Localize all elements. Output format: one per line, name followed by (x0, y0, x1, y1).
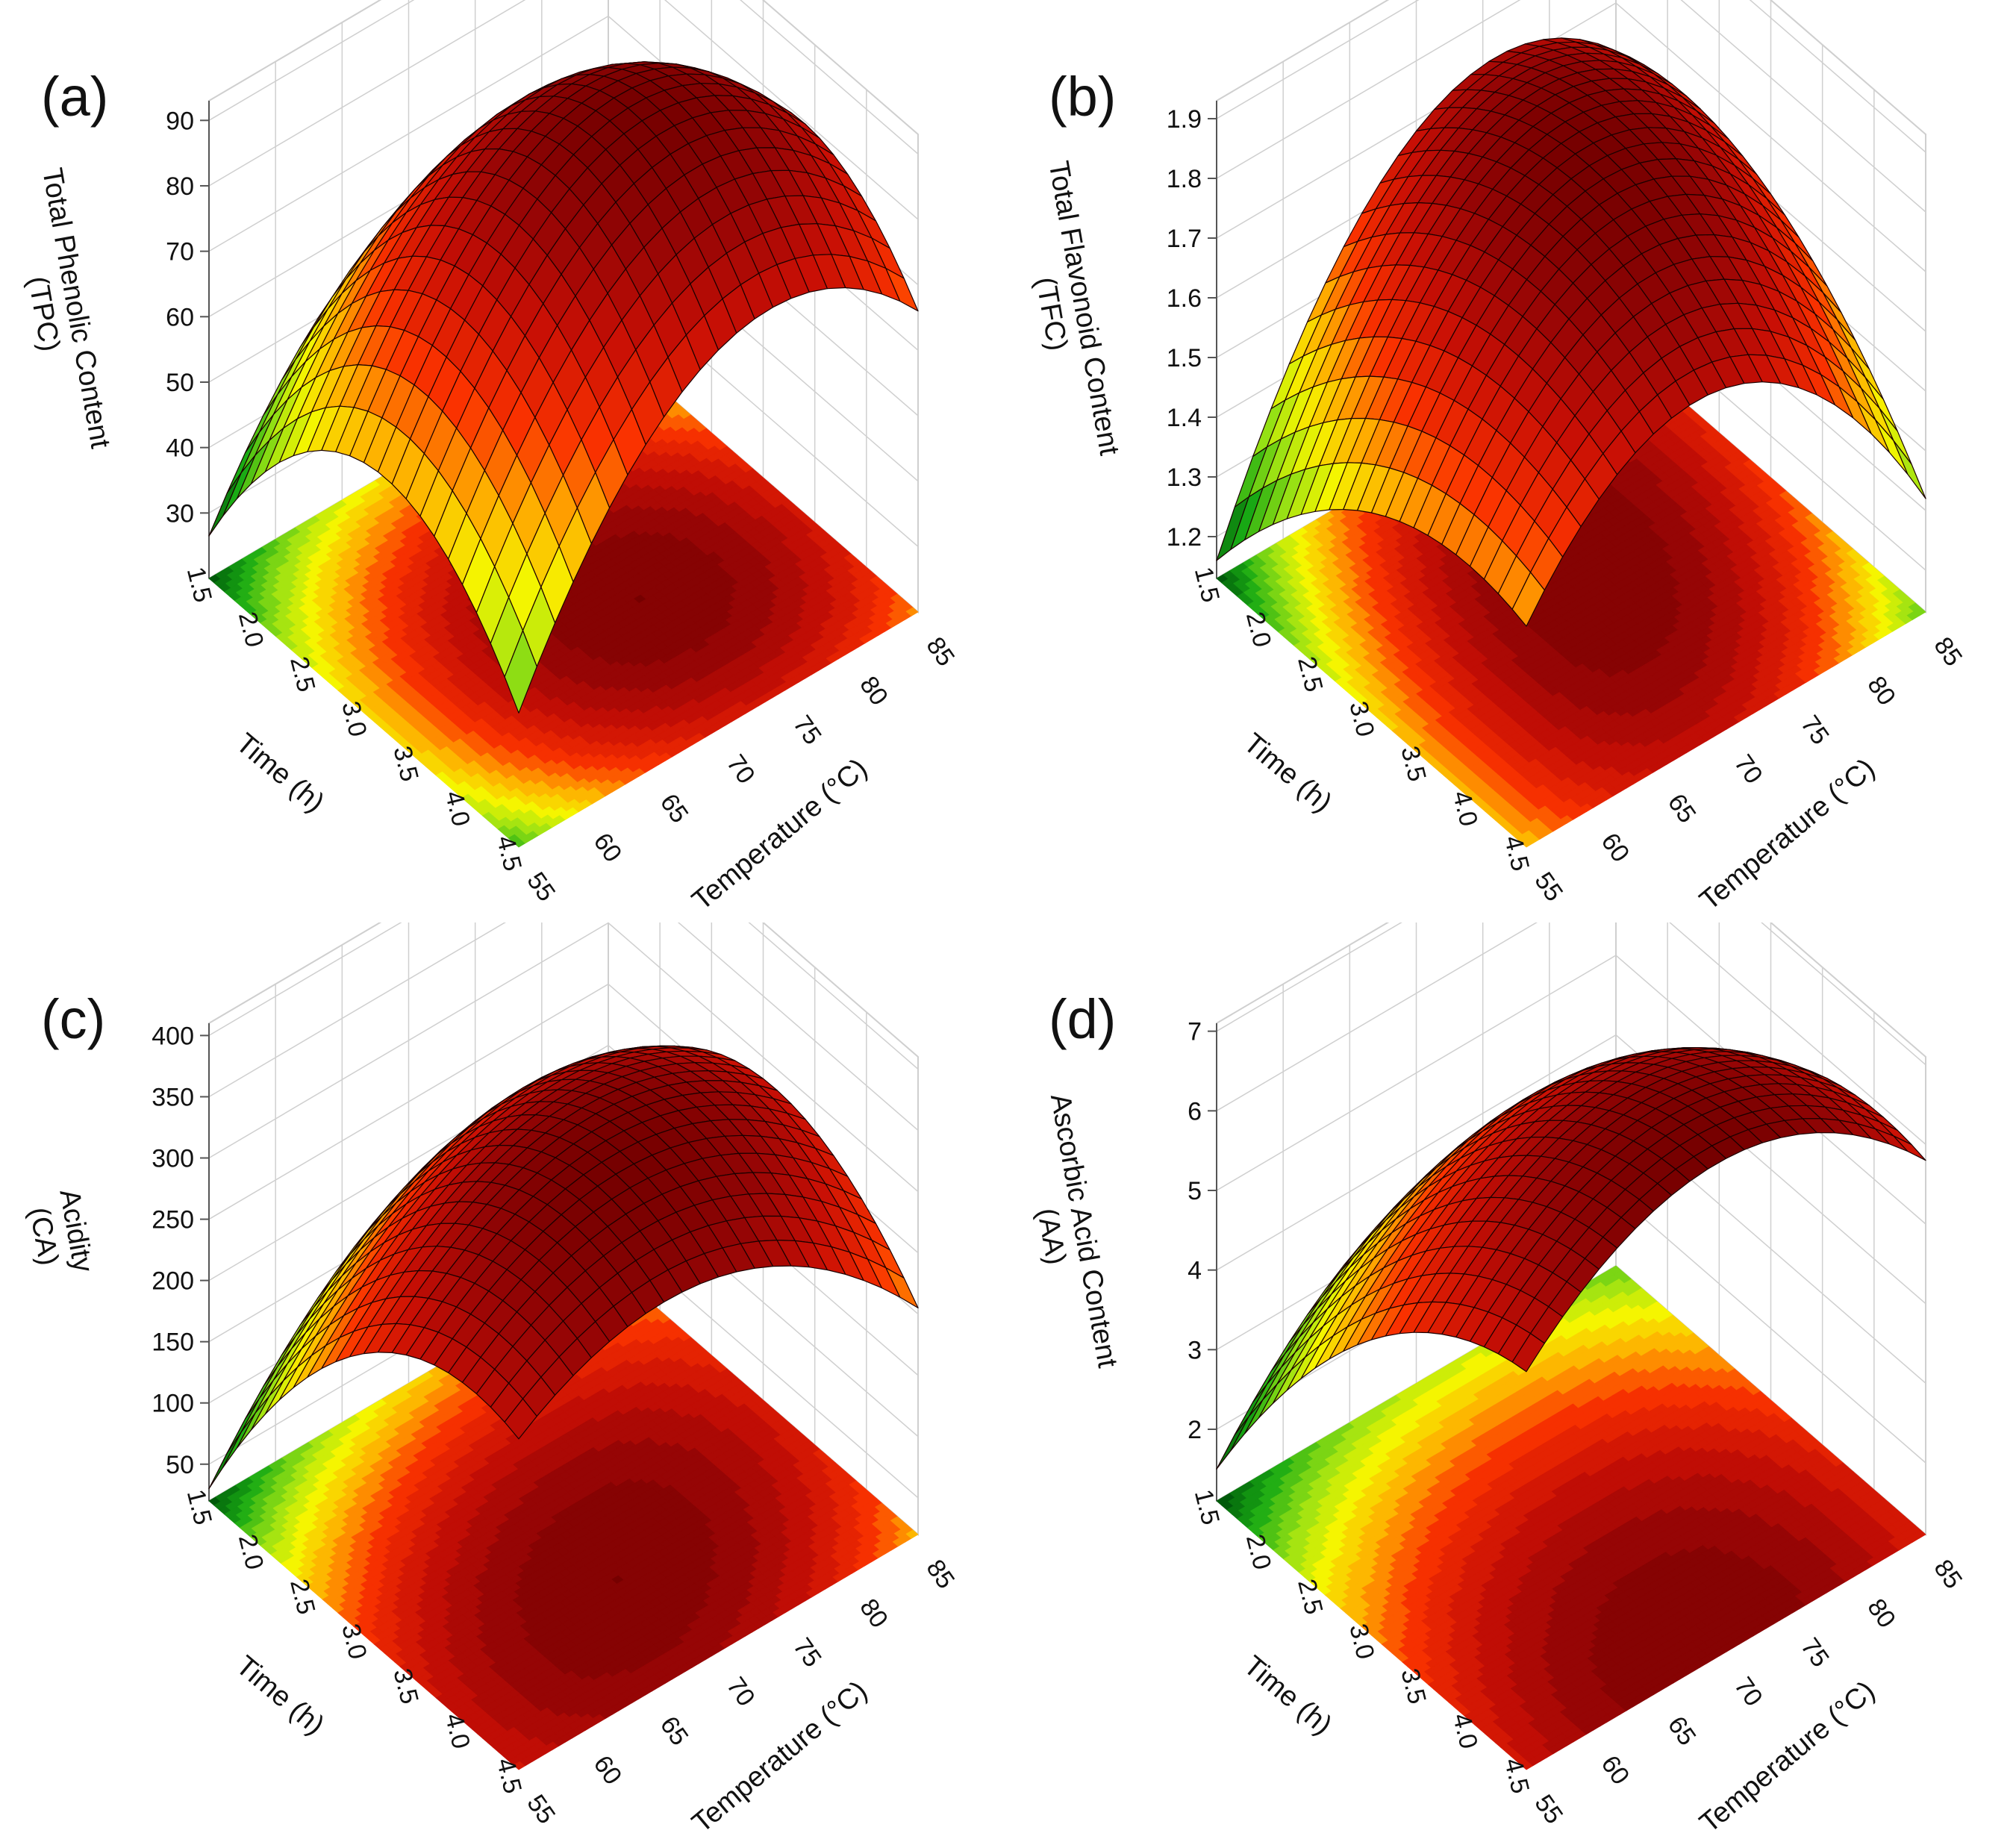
temperature-tick-label: 75 (787, 711, 827, 750)
panel-a: 30 40 50 60 70 80 90 1.5 2.0 2.5 3.0 3.5 4.0 4.5 55 60 6… (0, 0, 1008, 922)
temperature-tick-label: 55 (521, 867, 561, 907)
surface-plot-svg: 304050607080901.52.02.53.03.54.04.555606… (4, 0, 960, 917)
z-tick-label: 50 (166, 369, 194, 397)
temperature-axis-title: Temperature (°C) (687, 752, 874, 917)
grid-line (1216, 2, 1926, 272)
z-tick-label: 70 (166, 238, 194, 266)
grid-line (208, 0, 919, 220)
grid-line (1216, 0, 1926, 213)
z-tick-label: 60 (166, 303, 194, 331)
temperature-tick-label: 80 (854, 671, 893, 711)
time-axis-title: Time (h) (230, 728, 330, 819)
temperature-tick-label: 70 (721, 749, 761, 789)
temperature-tick-label: 65 (655, 789, 694, 828)
z-tick-label: 30 (166, 499, 194, 528)
panel-label: (a) (41, 66, 108, 128)
surface-cell (504, 630, 537, 714)
z-tick-label: 90 (166, 107, 194, 135)
response-surface (208, 61, 919, 714)
floor-cell (905, 607, 919, 616)
grid-line (1216, 0, 1926, 153)
z-tick-label: 80 (166, 172, 194, 201)
z-tick-label: 40 (166, 434, 194, 463)
temperature-tick-label: 60 (588, 828, 628, 867)
panel-b: 1.2 1.3 1.4 1.5 1.6 1.7 1.8 1.9 1.5 2.0 2.5 3.0 3.5 4… (1008, 0, 2015, 922)
grid-line (208, 0, 919, 154)
surface-plot-svg: 1.21.31.41.51.61.71.81.91.52.02.53.03.54… (1029, 0, 1967, 917)
z-axis-title: Total Phenolic Content(TPC) (4, 166, 116, 457)
temperature-tick-label: 85 (920, 632, 960, 672)
